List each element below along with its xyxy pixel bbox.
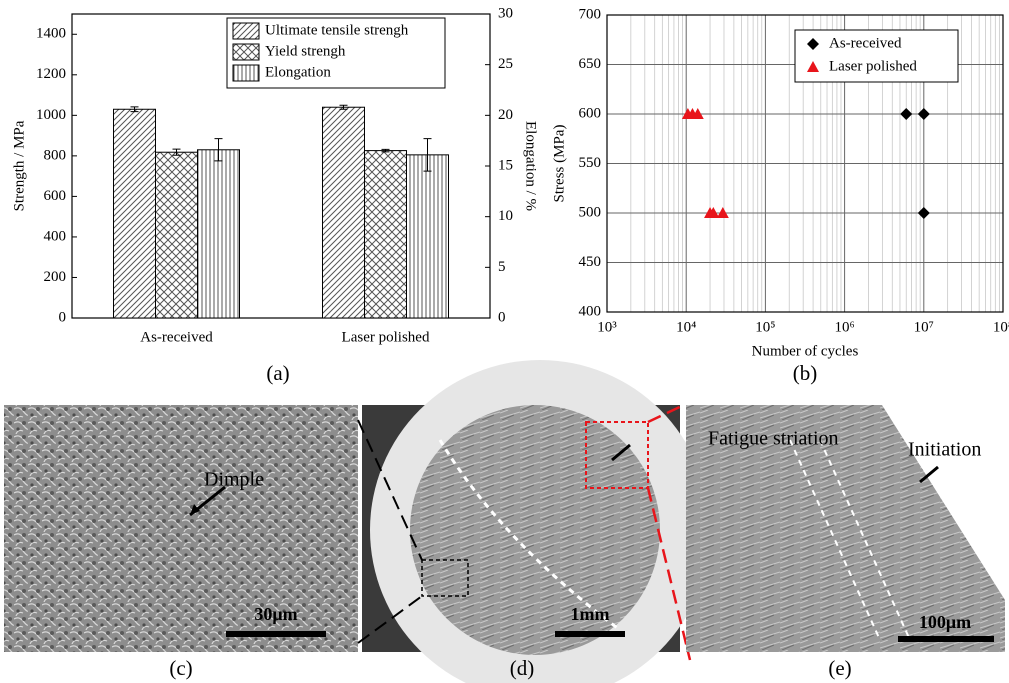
- y-tick-label: 1000: [36, 107, 66, 123]
- y-axis-title: Strength / MPa: [11, 120, 27, 211]
- caption: (c): [169, 656, 192, 680]
- y-tick-label: 450: [579, 254, 602, 270]
- bar: [365, 151, 407, 318]
- y-tick-label: 700: [579, 6, 602, 22]
- x-tick-label: 10⁵: [755, 319, 775, 335]
- scale-label: 1mm: [571, 604, 610, 624]
- y-tick-label: 550: [579, 155, 602, 171]
- y2-axis-title: Elongation / %: [523, 121, 539, 211]
- sem-image: [4, 405, 358, 652]
- point: [918, 108, 930, 120]
- y-tick-label: 400: [44, 228, 67, 244]
- y-tick-label: 600: [44, 188, 67, 204]
- x-axis-title: Number of cycles: [752, 343, 859, 359]
- caption: (b): [793, 361, 818, 385]
- point: [900, 108, 912, 120]
- bar: [156, 152, 198, 318]
- x-tick-label: Laser polished: [342, 329, 430, 345]
- fracture-surface: [410, 405, 660, 655]
- x-tick-label: 10⁶: [834, 319, 854, 335]
- panel-e: Fatigue striation Initiation 100μm (e): [686, 405, 1006, 680]
- y-tick-label: 600: [579, 105, 602, 121]
- x-tick-label: 10⁸: [993, 319, 1009, 335]
- y-tick-label: 200: [44, 269, 67, 285]
- bar: [114, 109, 156, 318]
- y2-tick-label: 25: [498, 56, 513, 72]
- scale-bar: [226, 631, 326, 637]
- legend-label: Ultimate tensile strengh: [265, 22, 409, 38]
- x-tick-label: 10³: [597, 319, 617, 335]
- panel-d: 1mm (d): [358, 360, 710, 683]
- y-tick-label: 400: [579, 303, 602, 319]
- bar: [407, 155, 449, 318]
- caption: (e): [828, 656, 851, 680]
- x-tick-label: 10⁴: [676, 319, 696, 335]
- scale-label: 30μm: [254, 604, 297, 624]
- legend-swatch: [233, 65, 259, 81]
- annotation: Dimple: [204, 469, 264, 491]
- legend-swatch: [233, 23, 259, 39]
- scale-bar: [555, 631, 625, 637]
- y-tick-label: 0: [59, 309, 67, 325]
- legend-label: Elongation: [265, 64, 331, 80]
- annotation: Initiation: [908, 439, 981, 461]
- legend-swatch: [233, 44, 259, 60]
- y2-tick-label: 0: [498, 309, 506, 325]
- annotation: Fatigue striation: [708, 428, 839, 450]
- y2-tick-label: 20: [498, 107, 513, 123]
- y-tick-label: 800: [44, 147, 67, 163]
- y-tick-label: 500: [579, 204, 602, 220]
- scale-bar: [898, 636, 994, 642]
- x-tick-label: 10⁷: [914, 319, 934, 335]
- y2-tick-label: 10: [498, 208, 513, 224]
- y2-tick-label: 15: [498, 157, 513, 173]
- point: [918, 207, 930, 219]
- panel-c: Dimple 30μm (c): [4, 405, 358, 680]
- y-tick-label: 1200: [36, 66, 66, 82]
- y-axis-title: Stress (MPa): [551, 125, 567, 203]
- legend-label: Laser polished: [829, 58, 917, 74]
- caption: (d): [510, 656, 535, 680]
- y2-tick-label: 5: [498, 259, 506, 275]
- bar: [198, 150, 240, 318]
- y-tick-label: 1400: [36, 26, 66, 42]
- legend-label: Yield strengh: [265, 43, 346, 59]
- page: {"chart_data": [ {"type": "bar", "captio…: [0, 0, 1009, 683]
- caption: (a): [266, 361, 289, 385]
- scale-label: 100μm: [919, 612, 971, 632]
- bar: [323, 107, 365, 318]
- y2-tick-label: 30: [498, 5, 513, 21]
- figure: Dimple 30μm (c) 1mm (d) Fatigue striatio…: [0, 0, 1009, 683]
- legend-label: As-received: [829, 35, 902, 51]
- x-tick-label: As-received: [140, 329, 213, 345]
- y-tick-label: 650: [579, 56, 602, 72]
